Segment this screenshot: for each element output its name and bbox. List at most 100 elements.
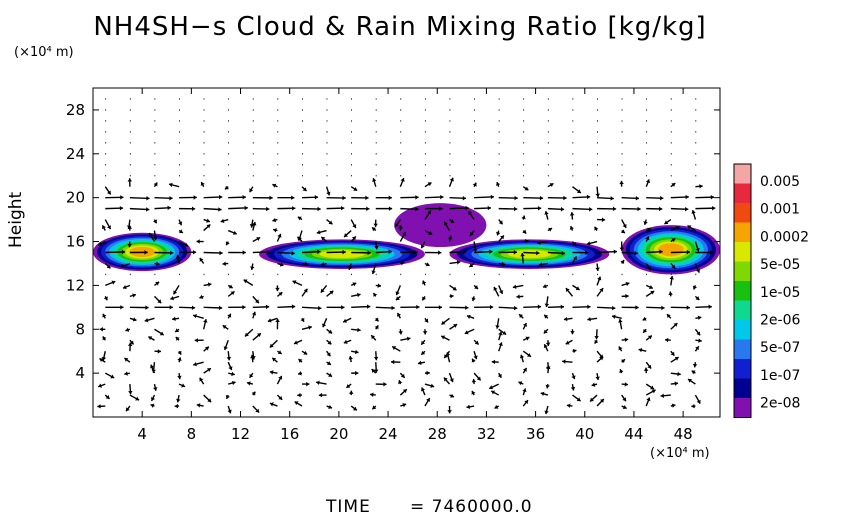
wind-vector-head (438, 305, 443, 310)
wind-vector-head (643, 221, 648, 225)
wind-vector-head (491, 359, 496, 365)
wind-vector-head (278, 292, 283, 297)
wind-vector-head (318, 392, 323, 398)
wind-vector-head (169, 195, 173, 201)
wind-vector-head (472, 182, 477, 187)
wind-vector-head (619, 369, 624, 373)
wind-vector-head (612, 305, 616, 311)
wind-vector-head (220, 218, 225, 224)
y-tick-label: 28 (66, 101, 85, 119)
wind-vector-head (249, 224, 255, 228)
wind-vector-head (98, 241, 103, 246)
wind-vector-head (397, 312, 402, 317)
wind-vector-head (170, 250, 174, 256)
wind-vector-head (563, 316, 568, 322)
wind-vector-head (298, 358, 303, 363)
colorbar-segment (734, 339, 751, 359)
colorbar-segment (734, 378, 751, 398)
wind-vector-head (502, 330, 507, 335)
wind-vector-head (406, 336, 411, 342)
wind-vector (449, 207, 469, 210)
wind-vector-head (624, 382, 629, 387)
y-tick-label: 8 (75, 320, 85, 338)
wind-vector-head (473, 355, 478, 360)
wind-vector-head (452, 286, 457, 291)
wind-vector-head (489, 304, 494, 310)
wind-vector-head (207, 282, 212, 287)
wind-vector-head (499, 290, 504, 294)
wind-vector-head (250, 266, 255, 270)
wind-vector-head (447, 235, 453, 240)
wind-vector-head (242, 250, 246, 255)
wind-vector-head (571, 375, 576, 380)
wind-vector-head (595, 193, 600, 198)
wind-vector-head (441, 320, 446, 325)
cloud-layer-3-level-4 (507, 250, 552, 259)
wind-vector-head (102, 225, 106, 230)
wind-vector-head (377, 283, 382, 288)
wind-vector-head (613, 249, 618, 254)
wind-vector-head (462, 195, 467, 201)
wind-vector-head (563, 195, 567, 201)
wind-vector-head (127, 342, 133, 346)
wind-vector-head (496, 231, 501, 236)
wind-vector-head (273, 228, 277, 233)
wind-vector-head (634, 250, 638, 256)
wind-vector-head (622, 397, 626, 402)
wind-vector-head (625, 293, 629, 299)
wind-vector-head (106, 264, 111, 269)
wind-vector-head (471, 358, 476, 363)
wind-vector-head (450, 393, 454, 398)
x-tick-label: 12 (231, 425, 250, 443)
wind-vector-head (572, 256, 577, 261)
wind-vector-head (561, 251, 565, 256)
wind-vector-head (126, 225, 132, 229)
wind-vector-head (308, 325, 312, 330)
wind-vector-head (249, 188, 254, 193)
wind-vector-head (692, 363, 698, 368)
wind-vector-head (586, 241, 591, 246)
wind-vector-head (495, 182, 501, 186)
wind-vector-head (200, 182, 205, 186)
colorbar-label: 5e-07 (760, 340, 800, 356)
wind-vector-head (199, 257, 204, 262)
wind-vector-head (155, 281, 160, 286)
wind-vector-head (402, 402, 407, 408)
wind-vector-head (659, 206, 663, 212)
wind-vector-head (223, 346, 228, 350)
wind-vector-head (317, 206, 321, 212)
wind-vector-head (244, 205, 248, 211)
colorbar-segment (734, 281, 751, 301)
wind-vector-head (512, 284, 517, 289)
wind-vector-head (219, 250, 223, 256)
wind-vector-head (469, 263, 474, 267)
wind-vector-head (175, 336, 180, 341)
wind-vector-head (621, 359, 625, 364)
wind-vector-head (155, 261, 160, 266)
wind-vector-head (537, 206, 542, 211)
wind-vector-head (266, 206, 270, 212)
wind-vector-head (620, 260, 625, 264)
wind-vector-head (695, 296, 700, 300)
wind-vector-head (647, 364, 652, 369)
wind-vector-head (428, 230, 433, 235)
wind-vector-head (562, 359, 566, 364)
colorbar-label: 2e-08 (760, 396, 800, 412)
wind-vector-head (291, 251, 295, 256)
colorbar-segment (734, 359, 751, 379)
wind-vector-head (327, 340, 332, 345)
wind-vector-head (569, 226, 574, 230)
wind-vector-head (619, 247, 625, 251)
wind-vector-head (357, 327, 361, 333)
x-tick-label: 24 (379, 425, 398, 443)
wind-vector-head (650, 385, 654, 390)
colorbar-label: 2e-06 (760, 313, 800, 329)
wind-vector-head (249, 373, 254, 378)
wind-vector-head (191, 206, 196, 212)
wind-vector-head (320, 261, 325, 267)
wind-vector-head (388, 195, 392, 201)
wind-vector-head (366, 206, 370, 212)
wind-vector-head (669, 276, 674, 280)
wind-vector-head (540, 391, 545, 397)
